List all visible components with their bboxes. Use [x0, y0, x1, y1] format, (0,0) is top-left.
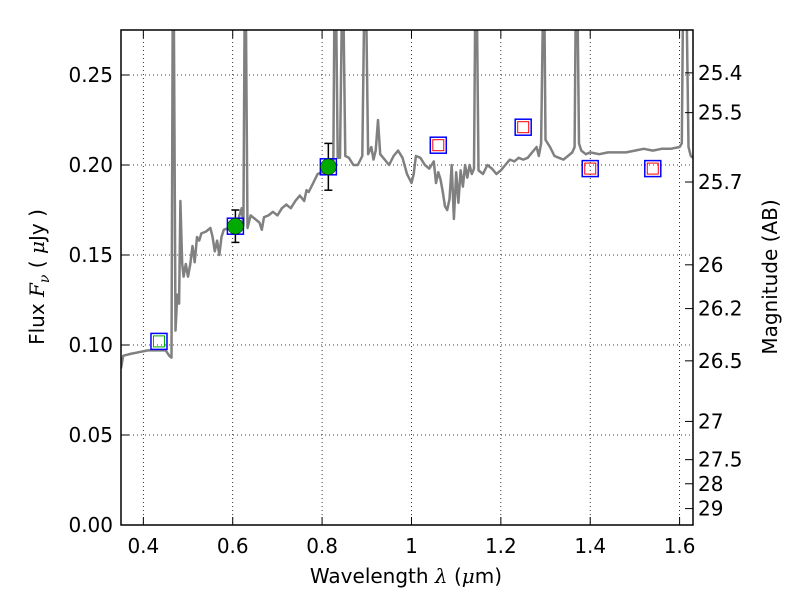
- observed-circle-marker: [320, 158, 337, 176]
- y-tick-label: 0.10: [68, 333, 113, 357]
- x-tick-label: 1.2: [485, 534, 517, 558]
- mag-tick-label: 26.2: [698, 297, 743, 321]
- axis-ticks: [121, 30, 693, 526]
- x-tick-label: 0.6: [217, 534, 249, 558]
- limit-square-marker: [517, 121, 530, 134]
- y-tick-label: 0.20: [68, 153, 113, 177]
- x-tick-label: 0.8: [306, 534, 338, 558]
- mag-tick-label: 25.5: [698, 101, 743, 125]
- model-square-marker: [644, 159, 662, 178]
- plot-content: [121, 30, 693, 369]
- y-tick-label: 0.05: [68, 423, 113, 447]
- y-tick-label: 0.15: [68, 243, 113, 267]
- mag-tick-label: 27.5: [698, 448, 743, 472]
- mag-tick-label: 25.7: [698, 170, 743, 194]
- model-square-marker: [429, 136, 448, 154]
- limit-square-marker: [584, 162, 597, 175]
- x-tick-label: 1: [405, 534, 418, 558]
- mag-tick-label: 26: [698, 253, 723, 277]
- model-square-marker: [581, 159, 599, 178]
- mag-tick-label: 26.5: [698, 349, 743, 373]
- x-tick-label: 0.4: [127, 534, 159, 558]
- y-axis-title: Flux Fν ( μJy ): [25, 209, 53, 345]
- y-tick-label: 0.25: [68, 63, 113, 87]
- mag-tick-label: 28: [698, 472, 723, 496]
- observed-circle-marker: [227, 217, 244, 235]
- x-axis-title: Wavelength λ (μm): [310, 564, 502, 588]
- mag-tick-label: 25.4: [698, 61, 743, 85]
- limit-square-marker: [432, 139, 445, 152]
- spectrum-line: [121, 30, 693, 369]
- plot-area: [121, 30, 693, 525]
- limit-square-marker: [646, 162, 659, 175]
- model-square-marker: [150, 332, 168, 351]
- model-square-marker: [514, 118, 532, 136]
- mag-tick-label: 27: [698, 409, 723, 433]
- tick-labels: 0.4 0.6 0.8 1 1.2 1.4 1.6 0.00 0.05 0.10 0.15 0.20 0…: [68, 61, 742, 558]
- axes-frame: [120, 29, 694, 526]
- x-tick-label: 1.4: [574, 534, 606, 558]
- x-tick-label: 1.6: [664, 534, 696, 558]
- mag-tick-label: 29: [698, 497, 723, 521]
- photometry-markers: [150, 118, 662, 351]
- y2-axis-title: Magnitude (AB): [758, 199, 782, 354]
- band-square-marker: [152, 335, 165, 348]
- y-tick-label: 0.00: [68, 513, 113, 537]
